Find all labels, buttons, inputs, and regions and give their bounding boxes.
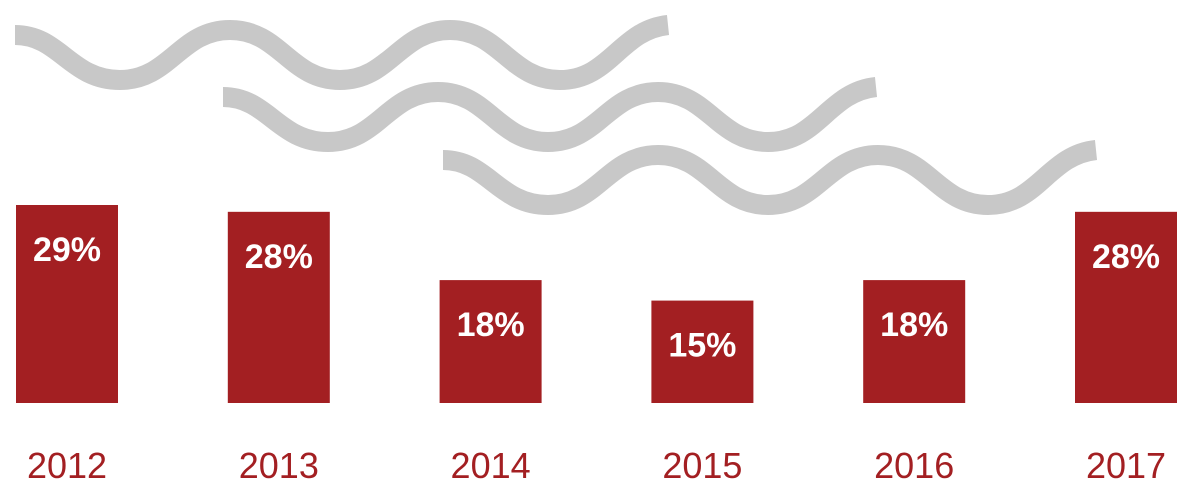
value-label: 28% <box>245 238 313 276</box>
value-label: 18% <box>457 306 525 344</box>
value-label: 18% <box>880 306 948 344</box>
wave <box>222 77 878 153</box>
value-label: 15% <box>668 327 736 365</box>
value-label: 29% <box>33 231 101 269</box>
category-label: 2013 <box>239 445 319 482</box>
category-label: 2014 <box>451 445 531 482</box>
bar <box>1075 211 1177 403</box>
bar <box>227 211 330 403</box>
wave <box>14 15 670 91</box>
wave <box>442 140 1098 216</box>
value-label: 28% <box>1092 238 1160 276</box>
bar <box>439 280 542 403</box>
category-label: 2017 <box>1086 445 1166 482</box>
category-label: 2015 <box>662 445 742 482</box>
decoration <box>14 15 1098 216</box>
bar <box>863 280 966 403</box>
bar <box>651 300 754 403</box>
bar <box>16 205 118 403</box>
category-label: 2016 <box>874 445 954 482</box>
category-label: 2012 <box>27 445 107 482</box>
